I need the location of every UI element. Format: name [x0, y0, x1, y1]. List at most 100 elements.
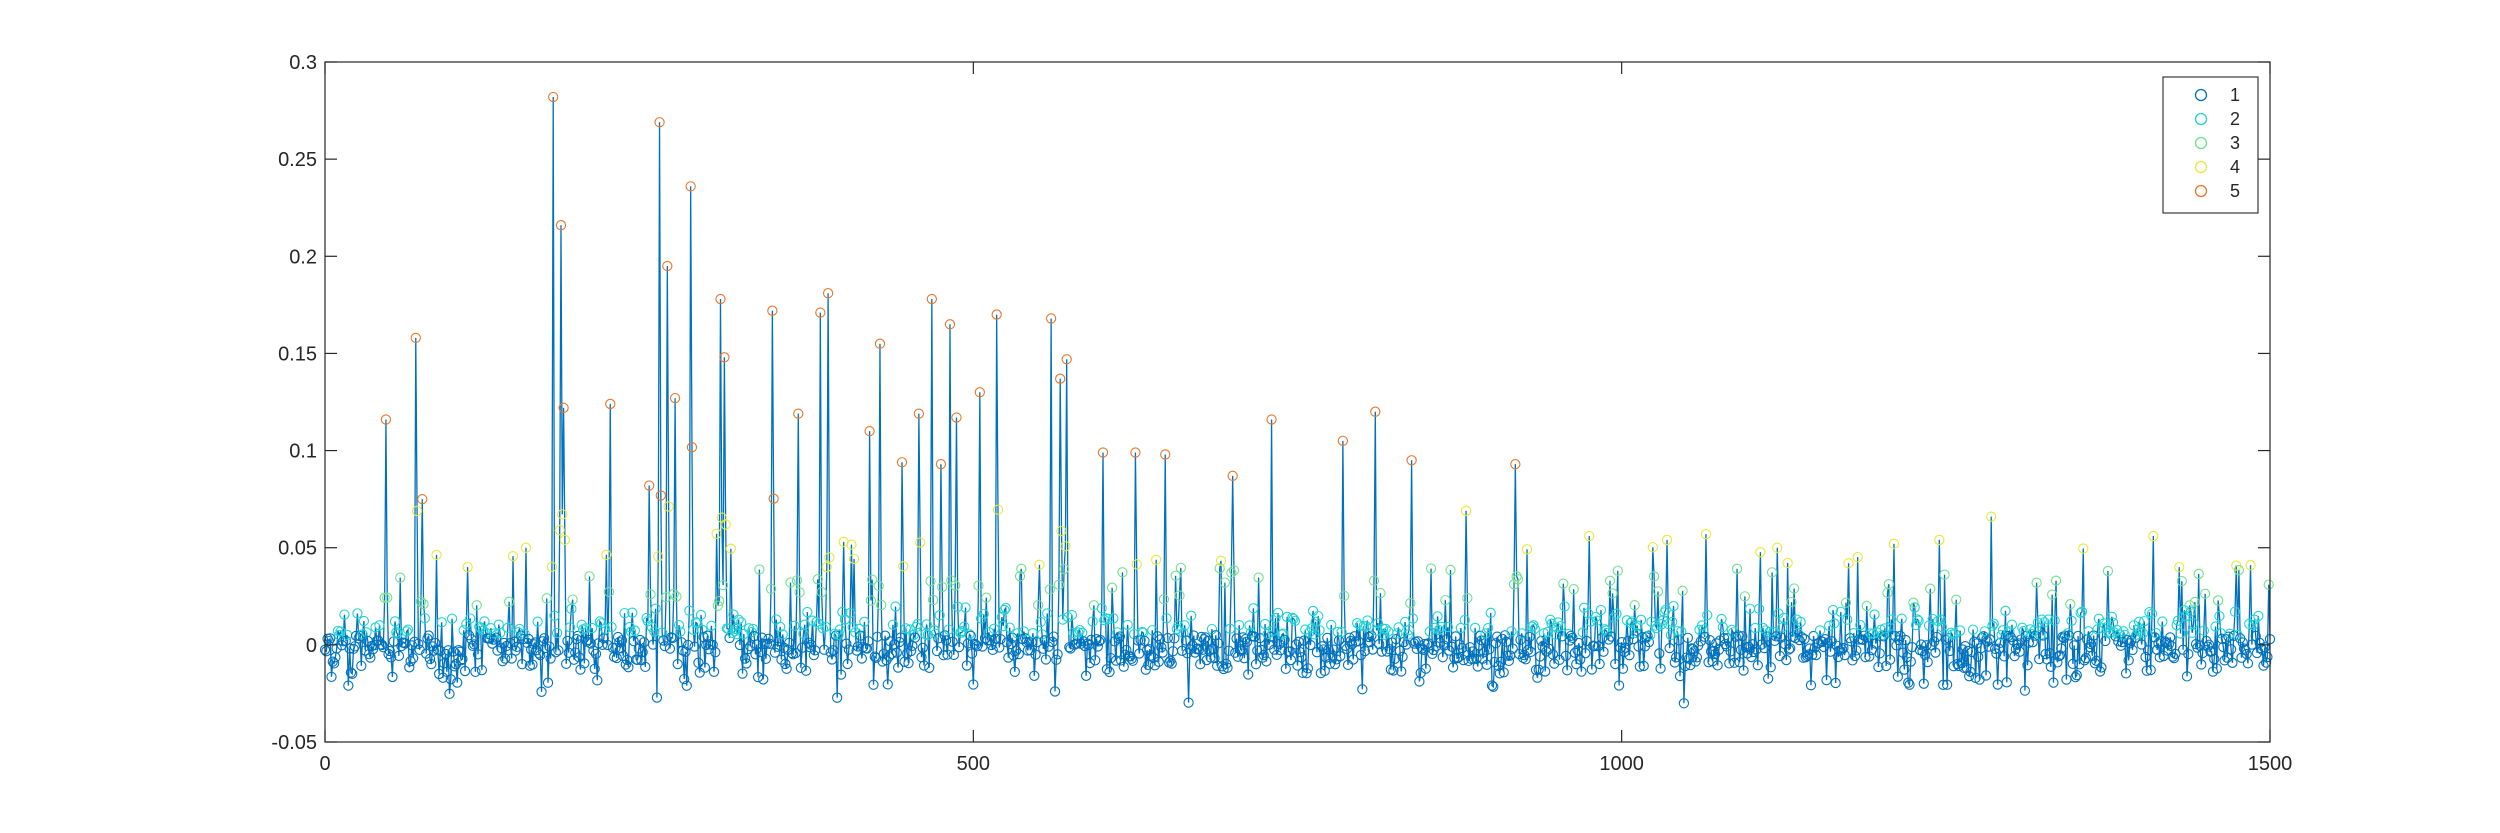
data-point	[1105, 652, 1116, 664]
data-point	[1442, 621, 1454, 633]
data-point	[820, 621, 831, 632]
data-point	[662, 260, 673, 272]
data-point	[927, 594, 939, 606]
data-point	[781, 663, 792, 674]
data-point	[808, 650, 819, 661]
data-point	[987, 644, 998, 655]
data-point	[1704, 635, 1715, 646]
data-point	[1305, 639, 1316, 651]
data-point	[1783, 644, 1795, 655]
data-point	[1503, 655, 1515, 667]
data-point	[549, 610, 560, 621]
data-point	[1376, 646, 1387, 657]
data-point	[1951, 594, 1962, 605]
data-point	[1925, 583, 1936, 594]
data-point	[1632, 620, 1643, 631]
data-point	[2200, 588, 2211, 599]
data-point	[455, 655, 467, 666]
data-point	[1008, 650, 1019, 661]
data-point	[632, 654, 643, 666]
data-point	[1280, 663, 1291, 675]
data-point	[585, 638, 596, 649]
data-point	[1389, 653, 1400, 665]
data-point	[855, 630, 866, 641]
data-point	[1668, 600, 1679, 612]
data-point	[794, 587, 805, 598]
data-point	[1106, 582, 1118, 593]
data-point	[806, 639, 817, 651]
data-point	[1433, 624, 1444, 636]
data-point	[2096, 662, 2107, 673]
data-point	[1090, 655, 1101, 666]
data-point	[1179, 620, 1190, 631]
data-point	[2048, 677, 2059, 688]
data-point	[1805, 680, 1817, 691]
data-point	[554, 525, 565, 536]
data-point	[1339, 590, 1350, 602]
x-tick-label: 1500	[2248, 753, 2293, 775]
data-point	[1861, 600, 1872, 612]
data-point	[1823, 620, 1835, 632]
data-point	[2247, 619, 2259, 631]
data-point	[730, 623, 742, 635]
data-point	[1655, 663, 1666, 674]
data-point	[1648, 571, 1660, 582]
data-point	[1361, 621, 1372, 632]
data-point	[848, 553, 860, 564]
data-point	[1451, 653, 1463, 664]
data-point	[2161, 637, 2172, 649]
data-point	[437, 672, 449, 683]
data-point	[2227, 657, 2238, 668]
data-point	[1667, 616, 1678, 628]
data-point	[1239, 653, 1250, 664]
data-point	[1716, 613, 1727, 625]
data-point	[2172, 615, 2184, 626]
data-point	[865, 595, 877, 606]
data-point	[1446, 641, 1457, 652]
data-point	[1729, 657, 1740, 668]
data-point	[1683, 653, 1695, 664]
data-point	[1796, 632, 1808, 643]
data-point	[1359, 645, 1371, 657]
data-point	[2014, 646, 2025, 657]
data-point	[2102, 565, 2114, 577]
data-point	[774, 621, 786, 633]
data-point	[1131, 559, 1142, 570]
data-point	[1800, 652, 1811, 663]
data-point	[939, 630, 950, 641]
data-point	[2057, 631, 2068, 643]
data-point	[714, 595, 725, 607]
data-point	[904, 624, 915, 635]
data-point	[2030, 630, 2041, 641]
data-point	[385, 652, 397, 663]
data-point	[559, 534, 571, 546]
data-point	[1113, 633, 1124, 644]
data-point	[1698, 624, 1709, 635]
data-point	[1575, 654, 1586, 665]
data-point	[1475, 630, 1486, 641]
data-point	[1380, 623, 1391, 634]
data-point	[864, 425, 875, 437]
data-point	[1060, 541, 1071, 552]
data-point	[1954, 625, 1966, 636]
data-point	[574, 652, 585, 663]
data-point	[1261, 656, 1272, 667]
data-point	[1223, 645, 1234, 656]
data-point	[1699, 631, 1710, 642]
y-tick-label: 0.25	[278, 149, 317, 171]
data-point	[1486, 680, 1498, 691]
data-point	[1687, 643, 1699, 655]
data-point	[1874, 648, 1885, 659]
data-point	[1691, 652, 1703, 663]
data-point	[2229, 606, 2241, 617]
data-point	[1835, 606, 1846, 618]
data-point	[1633, 641, 1644, 652]
data-point	[401, 626, 412, 637]
data-point	[1296, 652, 1307, 663]
data-point	[651, 692, 663, 703]
y-tick-label: 0.2	[289, 246, 317, 268]
data-point	[1550, 629, 1561, 640]
data-point	[344, 643, 355, 654]
data-point	[599, 623, 611, 634]
data-point	[1595, 604, 1607, 616]
